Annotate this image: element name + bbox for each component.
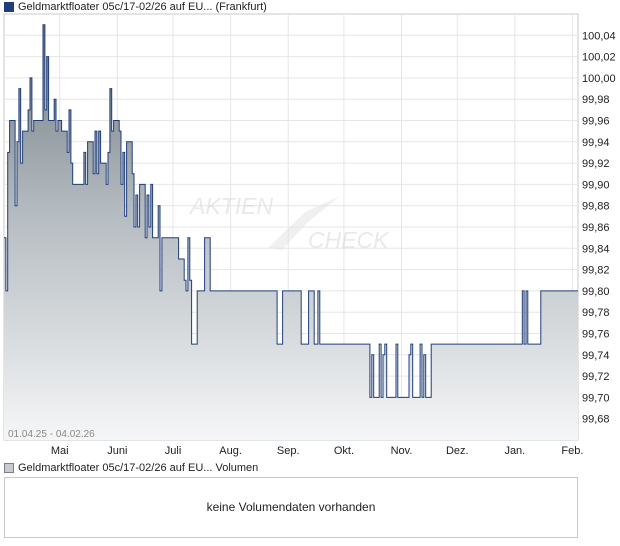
y-tick-label: 99,86: [582, 222, 610, 234]
x-tick-label: Mai: [51, 445, 69, 457]
y-tick-label: 99,84: [582, 243, 610, 255]
x-tick-label: Nov.: [391, 445, 413, 457]
x-tick-label: Jan.: [504, 445, 525, 457]
volume-message: keine Volumendaten vorhanden: [206, 500, 376, 514]
price-area: [4, 24, 578, 440]
price-line: [4, 24, 578, 398]
watermark-line1: AKTIEN: [188, 193, 273, 219]
y-tick-label: 99,72: [582, 371, 610, 383]
x-tick-label: Juni: [107, 445, 127, 457]
y-axis-ticks: 100,04 100,02 100,00 99,98 99,96 99,94 99,92 99…: [582, 30, 616, 425]
watermark: AKTIEN CHECK: [188, 193, 390, 253]
y-tick-label: 99,76: [582, 329, 610, 341]
y-tick-label: 100,02: [582, 52, 616, 64]
volume-legend: Geldmarktfloater 05c/17-02/26 auf EU... …: [4, 462, 258, 474]
price-legend-swatch: [4, 2, 14, 12]
y-tick-label: 99,82: [582, 265, 610, 277]
x-axis-ticks: Mai Juni Juli Aug. Sep. Okt. Nov. Dez. Jan. Feb.: [51, 445, 584, 457]
x-tick-label: Juli: [165, 445, 182, 457]
x-tick-label: Dez.: [446, 445, 469, 457]
volume-legend-swatch: [4, 463, 14, 473]
y-tick-label: 99,78: [582, 307, 610, 319]
x-tick-label: Aug.: [219, 445, 242, 457]
watermark-swoosh: [268, 196, 340, 250]
y-tick-label: 99,94: [582, 137, 610, 149]
y-tick-label: 99,96: [582, 116, 610, 128]
watermark-line2: CHECK: [308, 227, 390, 253]
x-tick-label: Okt.: [334, 445, 354, 457]
y-tick-label: 99,74: [582, 350, 610, 362]
y-tick-label: 99,98: [582, 94, 610, 106]
y-tick-label: 99,92: [582, 158, 610, 170]
volume-legend-label: Geldmarktfloater 05c/17-02/26 auf EU... …: [18, 462, 259, 474]
volume-panel: keine Volumendaten vorhanden: [4, 477, 578, 538]
y-tick-label: 99,68: [582, 414, 610, 426]
y-tick-label: 99,80: [582, 286, 610, 298]
x-tick-label: Sep.: [277, 445, 300, 457]
x-tick-label: Feb.: [561, 445, 583, 457]
y-tick-label: 100,00: [582, 73, 616, 85]
y-tick-label: 99,70: [582, 392, 610, 404]
price-chart: AKTIEN CHECK 100,04 100,02 100,00 99,98 99,9…: [3, 13, 616, 457]
y-tick-label: 99,90: [582, 179, 610, 191]
price-legend: Geldmarktfloater 05c/17-02/26 auf EU... …: [4, 1, 267, 13]
price-legend-label: Geldmarktfloater 05c/17-02/26 auf EU... …: [18, 1, 267, 13]
date-range-label: 01.04.25 - 04.02.26: [8, 429, 95, 440]
y-tick-label: 99,88: [582, 201, 610, 213]
y-tick-label: 100,04: [582, 30, 616, 42]
